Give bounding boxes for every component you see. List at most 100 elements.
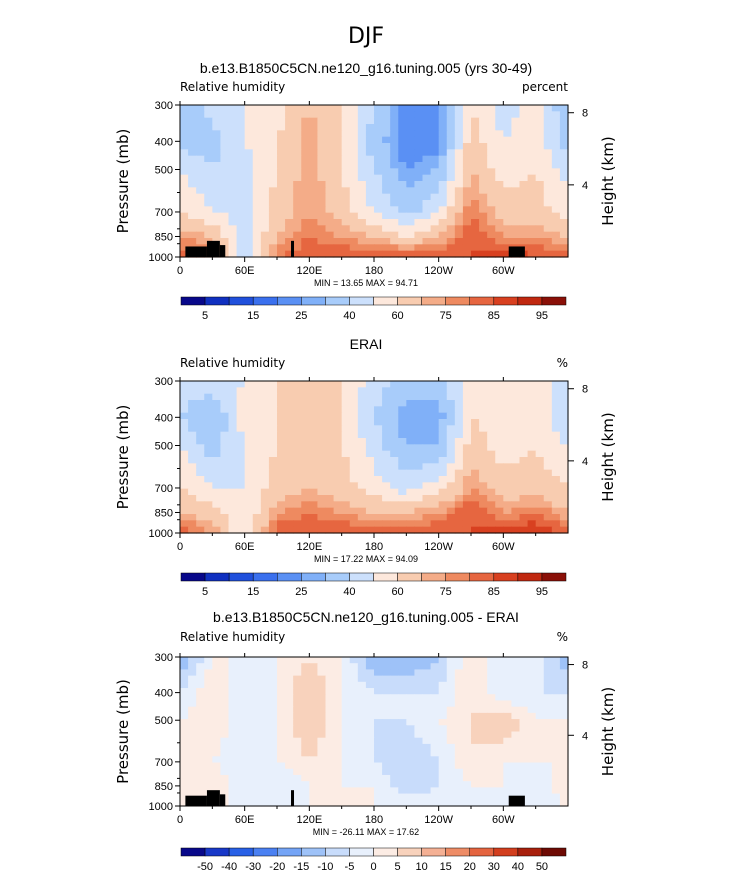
heatmap-cell xyxy=(446,400,456,407)
heatmap-cell xyxy=(495,787,504,795)
heatmap-cell xyxy=(180,712,189,720)
heatmap-cell xyxy=(204,507,213,515)
heatmap-cell xyxy=(341,381,351,388)
heatmap-cell xyxy=(414,431,424,439)
heatmap-cell xyxy=(285,212,294,220)
heatmap-cell xyxy=(446,206,456,214)
heatmap-cell xyxy=(390,750,399,757)
heatmap-cell xyxy=(543,155,553,163)
heatmap-cell xyxy=(551,193,561,201)
heatmap-cell xyxy=(333,193,343,201)
heatmap-cell xyxy=(268,225,278,233)
heatmap-cell xyxy=(277,406,286,414)
heatmap-cell xyxy=(180,743,189,751)
heatmap-cell xyxy=(357,250,367,258)
heatmap-cell xyxy=(317,130,327,138)
heatmap-cell xyxy=(317,719,327,726)
heatmap-cell xyxy=(479,219,488,226)
heatmap-cell xyxy=(495,412,504,420)
heatmap-cells xyxy=(180,105,569,258)
heatmap-cell xyxy=(228,488,238,496)
heatmap-cell xyxy=(479,168,488,176)
heatmap-cell xyxy=(188,450,197,458)
heatmap-cell xyxy=(551,526,561,534)
y-axis-title-right: Height (km) xyxy=(599,412,617,501)
heatmap-cell xyxy=(551,381,561,388)
variable-label: Relative humidity xyxy=(180,630,285,644)
heatmap-cell xyxy=(438,124,448,131)
heatmap-cell xyxy=(357,463,367,471)
heatmap-cell xyxy=(519,387,529,395)
heatmap-cell xyxy=(398,231,407,239)
heatmap-cell xyxy=(301,181,310,188)
heatmap-cell xyxy=(535,450,545,458)
heatmap-cell xyxy=(180,700,189,708)
heatmap-cell xyxy=(333,799,343,807)
heatmap-cell xyxy=(422,387,432,395)
heatmap-cell xyxy=(454,431,464,439)
heatmap-cell xyxy=(454,719,464,726)
heatmap-cell xyxy=(543,476,553,483)
heatmap-cell xyxy=(196,393,205,401)
heatmap-cell xyxy=(188,419,197,426)
heatmap-cell xyxy=(333,450,343,458)
heatmap-cell xyxy=(479,231,488,239)
heatmap-cell xyxy=(374,743,383,751)
heatmap-cell xyxy=(244,731,254,739)
heatmap-cell xyxy=(285,450,294,458)
heatmap-cell xyxy=(535,774,545,782)
heatmap-cell xyxy=(268,750,278,757)
heatmap-cell xyxy=(333,712,343,720)
heatmap-cell xyxy=(422,750,432,757)
heatmap-cell xyxy=(374,756,383,764)
heatmap-cell xyxy=(479,187,488,195)
heatmap-cell xyxy=(382,155,391,163)
heatmap-cell xyxy=(398,675,407,683)
heatmap-cell xyxy=(462,495,472,502)
heatmap-cell xyxy=(228,681,238,689)
heatmap-cell xyxy=(430,174,440,182)
heatmap-cell xyxy=(495,768,504,776)
heatmap-cell xyxy=(454,793,464,801)
heatmap-cell xyxy=(454,463,464,471)
heatmap-cell xyxy=(503,155,513,163)
heatmap-cell xyxy=(293,438,302,445)
heatmap-cell xyxy=(180,381,189,388)
heatmap-cell xyxy=(309,700,319,708)
heatmap-cell xyxy=(535,669,545,677)
heatmap-cell xyxy=(462,438,472,445)
heatmap-cell xyxy=(277,463,286,471)
heatmap-cell xyxy=(252,737,262,745)
heatmap-cell xyxy=(511,143,521,150)
x-tick-label: 180 xyxy=(365,814,383,826)
heatmap-cell xyxy=(301,450,310,458)
heatmap-cell xyxy=(487,244,496,252)
heatmap-cell xyxy=(260,143,270,150)
heatmap-cell xyxy=(325,181,335,188)
heatmap-cell xyxy=(277,181,286,188)
heatmap-cell xyxy=(511,463,521,471)
heatmap-cell xyxy=(406,799,416,807)
heatmap-cell xyxy=(527,124,537,131)
heatmap-cell xyxy=(188,737,197,745)
heatmap-cell xyxy=(543,244,553,252)
heatmap-cell xyxy=(309,117,319,125)
heatmap-cell xyxy=(285,756,294,764)
heatmap-cell xyxy=(479,694,488,702)
heatmap-cell xyxy=(382,787,391,795)
heatmap-cell xyxy=(349,168,359,176)
heatmap-cell xyxy=(204,482,213,490)
heatmap-cell xyxy=(414,526,424,534)
heatmap-cell xyxy=(325,476,335,483)
heatmap-cell xyxy=(406,768,416,776)
heatmap-cell xyxy=(244,412,254,420)
heatmap-cell xyxy=(495,212,504,220)
heatmap-cell xyxy=(260,774,270,782)
heatmap-cell xyxy=(293,238,302,245)
heatmap-cell xyxy=(487,688,496,695)
heatmap-cell xyxy=(365,105,375,112)
heatmap-cell xyxy=(341,124,351,131)
heatmap-cell xyxy=(406,212,416,220)
heatmap-cell xyxy=(260,250,270,258)
heatmap-cell xyxy=(438,762,448,770)
